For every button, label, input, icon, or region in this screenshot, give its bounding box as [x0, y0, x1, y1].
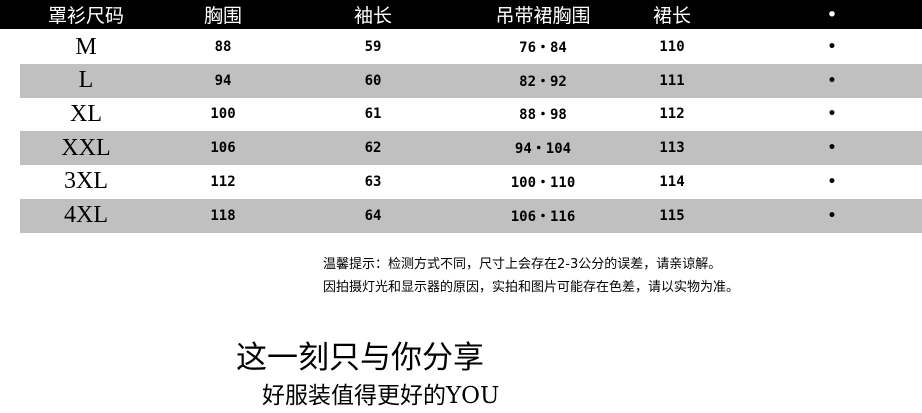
table-row: M 88 59 76・84 110 • [20, 30, 922, 64]
table-cell: 94 [214, 72, 232, 89]
table-cell: 100 [210, 106, 236, 123]
column-header: • [826, 3, 838, 26]
table-cell: 114 [659, 173, 685, 190]
table-cell: 59 [364, 39, 382, 55]
size-cell: M [75, 33, 97, 60]
slogan-subtitle: 好服装值得更好的YOU [262, 383, 500, 409]
table-cell: 111 [659, 72, 685, 89]
size-cell: 3XL [64, 168, 108, 195]
table-cell: • [827, 39, 837, 55]
table-cell: 62 [364, 140, 382, 157]
table-cell: • [827, 207, 837, 224]
table-row: XXL 106 62 94・104 113 • [20, 131, 922, 166]
table-row: 3XL 112 63 100・110 114 • [20, 165, 922, 199]
note-line-2: 因拍摄灯光和显示器的原因，实拍和图片可能存在色差，请以实物为准。 [323, 280, 740, 295]
column-header: 裙长 [652, 5, 692, 27]
size-cell: XXL [61, 134, 111, 161]
table-cell: 106・116 [510, 208, 576, 225]
table-cell: • [827, 72, 837, 89]
table-cell: 88・98 [519, 107, 567, 124]
table-cell: 110 [659, 39, 685, 55]
column-header: 胸围 [203, 5, 243, 27]
table-cell: 112 [659, 106, 685, 123]
table-cell: 118 [210, 207, 236, 224]
table-cell: 88 [214, 39, 232, 55]
table-cell: 112 [210, 173, 236, 190]
size-cell: L [78, 67, 94, 94]
table-cell: 106 [210, 140, 236, 157]
table-header: 罩衫尺码 胸围 袖长 吊带裙胸围 裙长 • [0, 0, 922, 29]
table-cell: 115 [659, 207, 685, 224]
table-cell: 82・92 [519, 73, 567, 90]
table-row: XL 100 61 88・98 112 • [20, 97, 922, 131]
column-header: 罩衫尺码 [47, 5, 125, 27]
table-cell: 64 [364, 207, 382, 224]
size-cell: XL [70, 100, 102, 127]
table-cell: 61 [364, 106, 382, 123]
table-cell: 60 [364, 72, 382, 89]
table-cell: 76・84 [519, 40, 567, 56]
table-row: L 94 60 82・92 111 • [20, 63, 922, 98]
column-header: 袖长 [353, 5, 393, 27]
table-row: 4XL 118 64 106・116 115 • [20, 198, 922, 233]
note-line-1: 温馨提示：检测方式不同，尺寸上会存在2-3公分的误差，请亲谅解。 [323, 257, 722, 272]
table-cell: • [827, 106, 837, 123]
column-header: 吊带裙胸围 [495, 5, 591, 27]
table-cell: 113 [659, 140, 685, 157]
table-cell: 94・104 [514, 141, 572, 158]
table-cell: 100・110 [510, 174, 576, 191]
table-cell: 63 [364, 173, 382, 190]
slogan-title: 这一刻只与你分享 [236, 340, 484, 376]
table-cell: • [827, 173, 837, 190]
table-cell: • [827, 140, 837, 157]
size-cell: 4XL [64, 202, 108, 228]
